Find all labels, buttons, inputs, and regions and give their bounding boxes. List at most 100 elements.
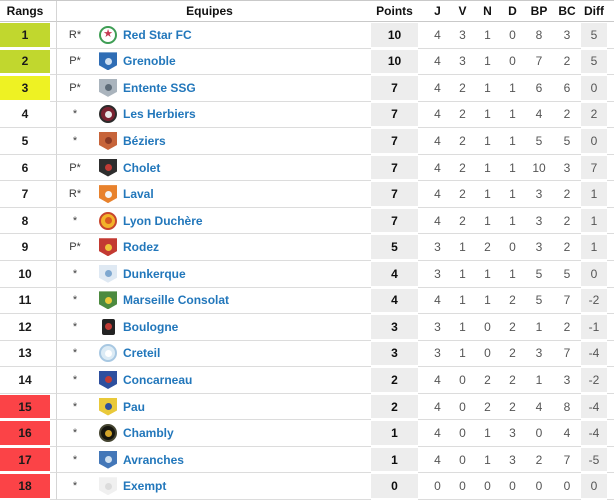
gap bbox=[362, 447, 371, 474]
team-link[interactable]: Concarneau bbox=[123, 367, 362, 394]
points-cell: 4 bbox=[371, 261, 418, 288]
team-logo bbox=[93, 128, 123, 155]
crest-accent bbox=[104, 57, 112, 65]
rank-cell: 12 bbox=[0, 314, 50, 341]
team-crest-icon bbox=[99, 397, 117, 416]
stat-played: 4 bbox=[425, 394, 450, 421]
crest-accent bbox=[104, 137, 112, 145]
team-link[interactable]: Cholet bbox=[123, 155, 362, 182]
stat-goals-for: 2 bbox=[525, 447, 553, 474]
team-link[interactable]: Chambly bbox=[123, 420, 362, 447]
team-link[interactable]: Creteil bbox=[123, 341, 362, 368]
team-link[interactable]: Dunkerque bbox=[123, 261, 362, 288]
points-cell: 4 bbox=[371, 288, 418, 315]
rank-separator bbox=[50, 207, 57, 235]
table-row: 2 P* Grenoble 10 4 3 1 0 7 2 5 bbox=[0, 48, 614, 76]
rank-separator bbox=[50, 420, 57, 447]
stat-goals-against: 2 bbox=[553, 181, 581, 208]
stat-played: 4 bbox=[425, 155, 450, 182]
header-goals-for: BP bbox=[525, 1, 553, 22]
row-pad bbox=[607, 447, 614, 474]
table-row: 11 * Marseille Consolat 4 4 1 1 2 5 7 -2 bbox=[0, 287, 614, 315]
stat-wins: 1 bbox=[450, 234, 475, 261]
table-row: 14 * Concarneau 2 4 0 2 2 1 3 -2 bbox=[0, 367, 614, 394]
rank-cell: 6 bbox=[0, 155, 50, 182]
stat-goals-against: 7 bbox=[553, 447, 581, 474]
points-cell: 3 bbox=[371, 315, 418, 341]
table-row: 9 P* Rodez 5 3 1 2 0 3 2 1 bbox=[0, 234, 614, 261]
stat-losses: 1 bbox=[500, 75, 525, 102]
gap bbox=[418, 473, 425, 500]
rank-separator bbox=[50, 181, 57, 208]
rank-separator bbox=[50, 48, 57, 76]
team-link[interactable]: Entente SSG bbox=[123, 75, 362, 102]
stat-played: 4 bbox=[425, 367, 450, 394]
diff-cell: 2 bbox=[581, 102, 607, 129]
gap bbox=[418, 155, 425, 182]
team-link[interactable]: Grenoble bbox=[123, 49, 362, 76]
rank-cell: 9 bbox=[0, 234, 50, 261]
stat-draws: 1 bbox=[475, 22, 500, 49]
stat-wins: 2 bbox=[450, 155, 475, 182]
crest-accent bbox=[104, 323, 112, 331]
team-crest-icon bbox=[99, 211, 117, 230]
stat-goals-against: 2 bbox=[553, 314, 581, 341]
team-link[interactable]: Red Star FC bbox=[123, 22, 362, 49]
promotion-status: * bbox=[57, 367, 93, 394]
team-link[interactable]: Lyon Duchère bbox=[123, 208, 362, 235]
team-logo bbox=[93, 447, 123, 474]
points-cell: 2 bbox=[371, 394, 418, 421]
promotion-status: * bbox=[57, 128, 93, 155]
diff-cell: -4 bbox=[581, 394, 607, 421]
crest-accent: ★ bbox=[103, 28, 113, 41]
team-link[interactable]: Laval bbox=[123, 181, 362, 208]
promotion-status: * bbox=[57, 261, 93, 288]
stat-goals-for: 1 bbox=[525, 314, 553, 341]
team-logo bbox=[93, 49, 123, 76]
team-link[interactable]: Marseille Consolat bbox=[123, 288, 362, 315]
stat-wins: 0 bbox=[450, 447, 475, 474]
stat-goals-for: 3 bbox=[525, 234, 553, 261]
stat-goals-for: 3 bbox=[525, 181, 553, 208]
team-link[interactable]: Rodez bbox=[123, 234, 362, 261]
team-link[interactable]: Boulogne bbox=[123, 314, 362, 341]
row-pad bbox=[607, 102, 614, 129]
stat-draws: 1 bbox=[475, 102, 500, 129]
gap bbox=[418, 314, 425, 341]
stat-played: 3 bbox=[425, 234, 450, 261]
rank-separator bbox=[50, 22, 57, 49]
gap bbox=[362, 288, 371, 315]
stat-wins: 1 bbox=[450, 288, 475, 315]
stat-losses: 2 bbox=[500, 367, 525, 394]
stat-played: 4 bbox=[425, 288, 450, 315]
points-cell: 1 bbox=[371, 421, 418, 447]
stat-wins: 3 bbox=[450, 49, 475, 76]
rank-separator bbox=[50, 128, 57, 155]
stat-losses: 0 bbox=[500, 234, 525, 261]
stat-played: 4 bbox=[425, 22, 450, 49]
team-link[interactable]: Béziers bbox=[123, 128, 362, 155]
team-logo bbox=[93, 75, 123, 102]
rank-cell: 17 bbox=[0, 447, 50, 474]
row-pad bbox=[607, 394, 614, 421]
header-draws: N bbox=[475, 1, 500, 22]
promotion-status: * bbox=[57, 420, 93, 447]
stat-goals-against: 0 bbox=[553, 473, 581, 500]
team-link[interactable]: Avranches bbox=[123, 447, 362, 474]
crest-accent bbox=[104, 190, 112, 198]
points-cell: 10 bbox=[371, 23, 418, 49]
team-crest-icon bbox=[99, 424, 117, 443]
team-link[interactable]: Les Herbiers bbox=[123, 102, 362, 129]
stat-goals-for: 8 bbox=[525, 22, 553, 49]
team-link[interactable]: Exempt bbox=[123, 473, 362, 500]
stat-losses: 1 bbox=[500, 102, 525, 129]
team-logo bbox=[93, 367, 123, 394]
gap bbox=[418, 261, 425, 288]
stat-wins: 1 bbox=[450, 314, 475, 341]
diff-cell: 5 bbox=[581, 49, 607, 76]
team-link[interactable]: Pau bbox=[123, 394, 362, 421]
table-row: 4 * Les Herbiers 7 4 2 1 1 4 2 2 bbox=[0, 101, 614, 129]
stat-losses: 0 bbox=[500, 22, 525, 49]
stat-draws: 1 bbox=[475, 181, 500, 208]
stat-goals-against: 6 bbox=[553, 75, 581, 102]
